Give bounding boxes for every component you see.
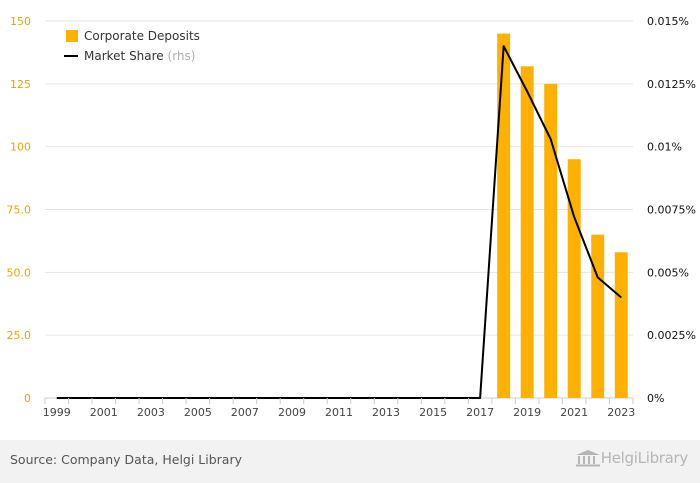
footer: Source: Company Data, Helgi Library Helg… <box>0 440 700 483</box>
x-tick-label: 2017 <box>466 406 494 419</box>
legend-label-market-share: Market Share (rhs) <box>84 49 195 63</box>
y-right-tick-label: 0.01% <box>647 141 682 154</box>
x-tick-label: 2007 <box>231 406 259 419</box>
y-right-tick-label: 0.005% <box>647 266 689 279</box>
x-tick-label: 1999 <box>43 406 71 419</box>
gridlines <box>45 20 633 399</box>
logo-text-library: Library <box>637 449 689 467</box>
x-tick-label: 2003 <box>137 406 165 419</box>
y-right-tick-label: 0.0025% <box>647 329 696 342</box>
y-right-tick-label: 0.0125% <box>647 78 696 91</box>
bar <box>497 33 511 399</box>
y-left-tick-label: 100 <box>10 141 31 154</box>
legend-label-rhs: (rhs) <box>168 49 196 63</box>
x-tick-label: 2023 <box>607 406 635 419</box>
line-series-market-share <box>56 45 622 399</box>
y-right-tick-label: 0.0075% <box>647 204 696 217</box>
x-tick-label: 2011 <box>325 406 353 419</box>
x-tick-label: 2001 <box>90 406 118 419</box>
y-axis-left: 0 25.0 50.0 75.0 100 125 150 <box>7 15 32 405</box>
bar <box>567 159 581 398</box>
logo-text: HelgiLibrary <box>600 449 689 467</box>
y-right-tick-label: 0.015% <box>647 15 689 28</box>
y-right-tick-label: 0% <box>647 392 664 405</box>
legend-label-corporate-deposits: Corporate Deposits <box>84 29 200 43</box>
y-left-tick-label: 0 <box>24 392 31 405</box>
y-left-tick-label: 125 <box>10 78 31 91</box>
x-tick-label: 2015 <box>419 406 447 419</box>
y-axis-right: 0% 0.0025% 0.005% 0.0075% 0.01% 0.0125% 0.015% <box>647 15 696 405</box>
legend: Corporate Deposits Market Share (rhs) <box>64 29 200 63</box>
x-tick-label: 2019 <box>513 406 541 419</box>
bar <box>520 66 534 399</box>
bar <box>591 234 605 398</box>
logo-text-helgi: Helgi <box>600 449 638 467</box>
helgi-library-logo[interactable]: HelgiLibrary <box>575 449 688 467</box>
x-tick-label: 2021 <box>560 406 588 419</box>
y-left-tick-label: 75.0 <box>7 204 32 217</box>
x-axis: 1999 2001 2003 2005 2007 2009 2011 2013 2015 2017… <box>43 398 635 419</box>
x-tick-label: 2005 <box>184 406 212 419</box>
bar <box>614 252 628 398</box>
legend-label-market-share-name: Market Share <box>84 49 164 63</box>
bar-series-corporate-deposits <box>497 33 628 399</box>
y-left-tick-label: 150 <box>10 15 31 28</box>
y-left-tick-label: 25.0 <box>7 329 32 342</box>
library-building-icon <box>575 450 600 467</box>
bar <box>544 83 558 398</box>
combo-chart: 0 25.0 50.0 75.0 100 125 150 0% 0.0025% 0.005% 0.… <box>7 15 696 419</box>
y-left-tick-label: 50.0 <box>7 266 32 279</box>
x-tick-label: 2013 <box>372 406 400 419</box>
legend-swatch-corporate-deposits <box>66 30 78 42</box>
x-tick-label: 2009 <box>278 406 306 419</box>
market-share-line <box>56 45 622 399</box>
source-note: Source: Company Data, Helgi Library <box>10 452 243 467</box>
